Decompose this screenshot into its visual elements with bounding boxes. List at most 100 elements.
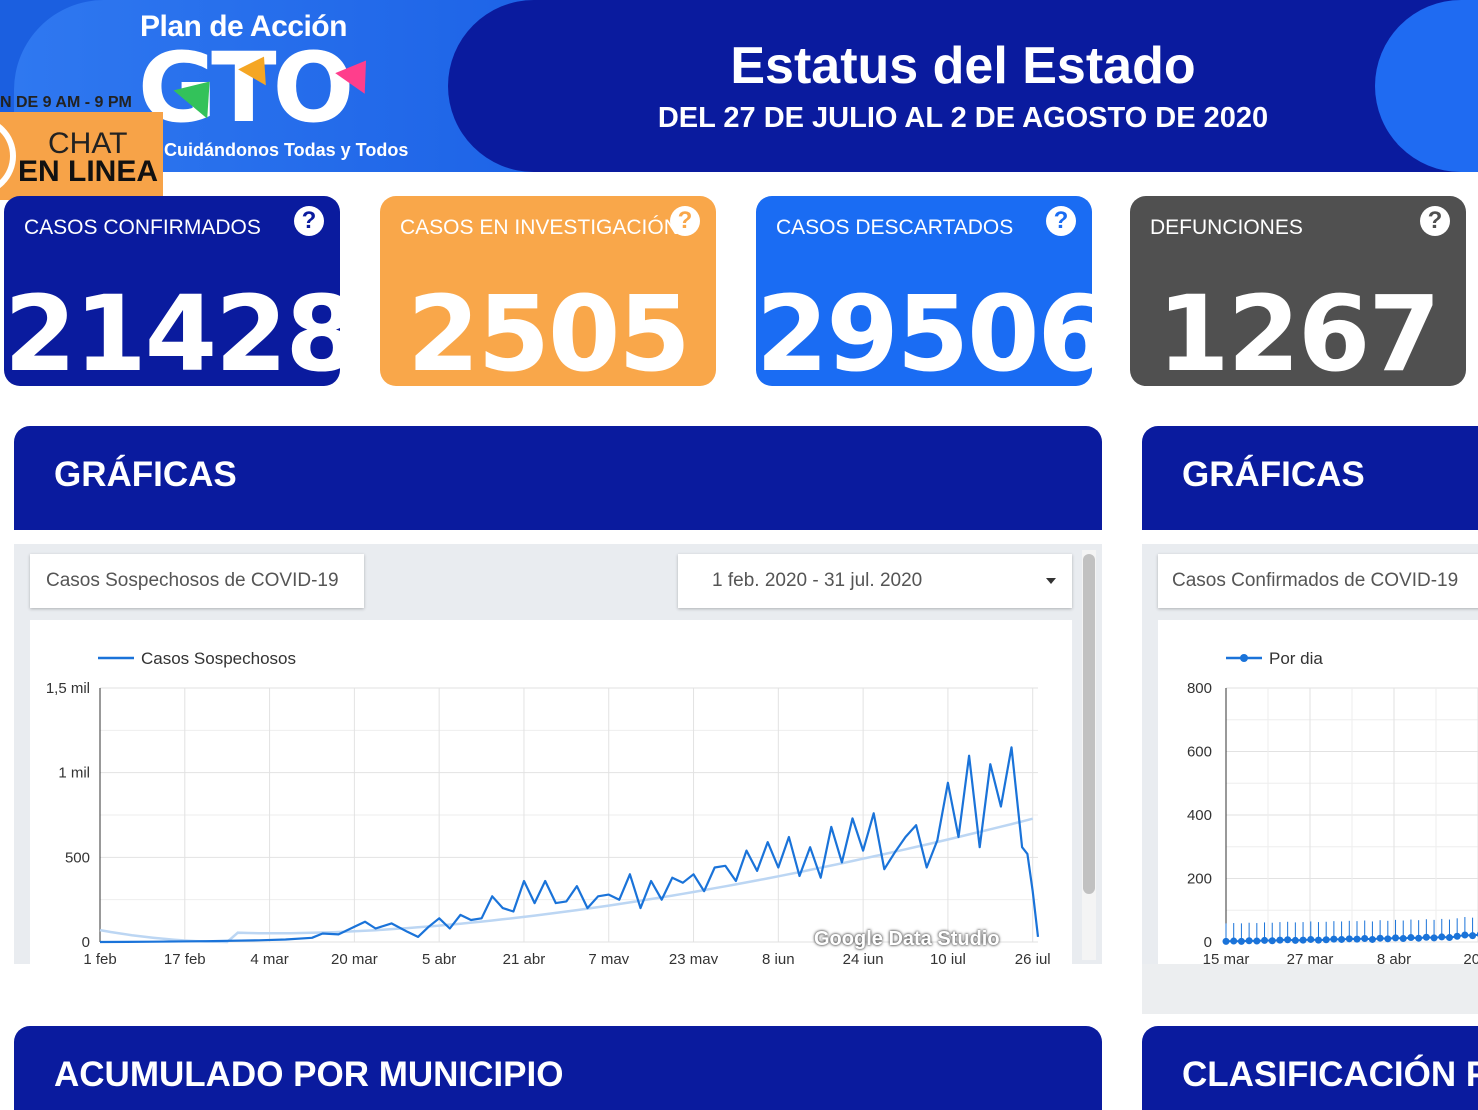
- data-point: [1253, 937, 1261, 945]
- x-tick-label: 8 abr: [1377, 951, 1411, 964]
- x-tick-label: 15 mar: [1203, 951, 1250, 964]
- help-icon[interactable]: ?: [670, 206, 700, 236]
- data-point: [1276, 936, 1284, 944]
- help-icon[interactable]: ?: [1420, 206, 1450, 236]
- y-tick-label: 600: [1187, 744, 1212, 761]
- logo-title: Plan de Acción: [140, 10, 347, 43]
- data-point: [1469, 932, 1477, 940]
- watermark: Google Data Studio: [814, 928, 1000, 950]
- data-point: [1345, 935, 1353, 943]
- data-point: [1368, 935, 1376, 943]
- data-point: [1399, 935, 1407, 943]
- chat-label-online: EN LINEA: [18, 155, 159, 188]
- data-point: [1299, 936, 1307, 944]
- header-banner: Plan de Acción GTO Cuidándonos Todas y T…: [0, 0, 1478, 172]
- y-tick-label: 200: [1187, 871, 1212, 888]
- x-tick-label: 17 feb: [164, 951, 206, 964]
- y-tick-label: 800: [1187, 680, 1212, 697]
- data-point: [1453, 932, 1461, 940]
- x-tick-label: 1 feb: [83, 951, 116, 964]
- data-point: [1322, 936, 1330, 944]
- legend-marker: [1240, 654, 1248, 662]
- y-tick-label: 1,5 mil: [46, 680, 90, 697]
- panel-footer: [1142, 964, 1478, 1014]
- kpi-label: CASOS DESCARTADOS: [776, 216, 1014, 239]
- x-tick-label: 7 may: [588, 951, 629, 964]
- data-point: [1438, 933, 1446, 941]
- y-tick-label: 0: [82, 934, 90, 951]
- legend-label: Casos Sospechosos: [141, 649, 296, 668]
- y-tick-label: 400: [1187, 807, 1212, 824]
- data-point: [1384, 935, 1392, 943]
- data-point: [1314, 936, 1322, 944]
- section-graficas-right: GRÁFICAS: [1142, 426, 1478, 530]
- chat-hours: N DE 9 AM - 9 PM: [0, 94, 132, 111]
- data-point: [1407, 934, 1415, 942]
- x-tick-label: 20 a: [1463, 951, 1478, 964]
- data-point: [1330, 935, 1338, 943]
- x-tick-label: 24 jun: [843, 951, 884, 964]
- help-icon[interactable]: ?: [1046, 206, 1076, 236]
- suspected-cases-chart: Casos Sospechosos 0 500 1 mil 1,5 mil 1 feb 17…: [46, 649, 1051, 964]
- data-point: [1361, 935, 1369, 943]
- kpi-label: DEFUNCIONES: [1150, 216, 1303, 239]
- data-point: [1307, 935, 1315, 943]
- data-point: [1338, 935, 1346, 943]
- kpi-confirmed: CASOS CONFIRMADOS ? 21428: [4, 196, 340, 386]
- metric-selector[interactable]: Casos Sospechosos de COVID-19: [30, 554, 364, 608]
- chart-area: Por dia 0 200 400 600 800 15 mar 27 mar 8 abr 20 …: [1158, 620, 1478, 964]
- data-point: [1376, 934, 1384, 942]
- kpi-value: 21428: [4, 273, 340, 386]
- legend-label: Por dia: [1269, 649, 1323, 668]
- data-point: [1445, 934, 1453, 942]
- date-range-picker[interactable]: 1 feb. 2020 - 31 jul. 2020: [678, 554, 1072, 608]
- kpi-value: 29506: [756, 273, 1092, 386]
- help-icon[interactable]: ?: [294, 206, 324, 236]
- kpi-label: CASOS EN INVESTIGACIÓN: [400, 216, 679, 239]
- trend-line: [99, 817, 1034, 944]
- data-point: [1430, 934, 1438, 942]
- kpi-label: CASOS CONFIRMADOS: [24, 216, 261, 239]
- chat-button[interactable]: [0, 112, 163, 200]
- kpi-discarded: CASOS DESCARTADOS ? 29506: [756, 196, 1092, 386]
- kpi-investigation: CASOS EN INVESTIGACIÓN ? 2505: [380, 196, 716, 386]
- section-clasificacion: CLASIFICACIÓN P: [1142, 1026, 1478, 1110]
- status-title: Estatus del Estado: [730, 37, 1196, 95]
- data-point: [1268, 937, 1276, 945]
- data-point: [1222, 937, 1230, 945]
- data-point: [1261, 936, 1269, 944]
- x-tick-label: 26 jul: [1015, 951, 1051, 964]
- date-range-value: 1 feb. 2020 - 31 jul. 2020: [712, 570, 923, 591]
- data-point: [1422, 933, 1430, 941]
- section-title: GRÁFICAS: [1182, 455, 1365, 494]
- x-tick-label: 21 abr: [503, 951, 546, 964]
- metric-selector[interactable]: Casos Confirmados de COVID-19: [1158, 554, 1478, 608]
- kpi-value: 2505: [407, 273, 690, 386]
- scrollbar-thumb[interactable]: [1083, 554, 1095, 894]
- status-panel: [448, 0, 1478, 172]
- data-point: [1245, 937, 1253, 945]
- x-tick-label: 27 mar: [1287, 951, 1334, 964]
- x-tick-label: 8 jun: [762, 951, 795, 964]
- x-tick-label: 23 may: [669, 951, 719, 964]
- data-point: [1353, 935, 1361, 943]
- data-point: [1291, 936, 1299, 944]
- y-tick-label: 0: [1204, 934, 1212, 951]
- data-point: [1392, 934, 1400, 942]
- y-tick-label: 1 mil: [58, 765, 90, 782]
- kpi-value: 1267: [1157, 273, 1440, 386]
- logo-gto: GTO: [138, 32, 354, 144]
- kpi-deaths: DEFUNCIONES ? 1267: [1130, 196, 1466, 386]
- y-tick-label: 500: [65, 849, 90, 866]
- data-point: [1230, 937, 1238, 945]
- data-point: [1461, 931, 1469, 939]
- section-acumulado: ACUMULADO POR MUNICIPIO: [14, 1026, 1102, 1110]
- section-title: ACUMULADO POR MUNICIPIO: [54, 1055, 564, 1094]
- section-title: CLASIFICACIÓN P: [1182, 1055, 1478, 1094]
- chart-area: Casos Sospechosos 0 500 1 mil 1,5 mil 1 feb 17…: [30, 620, 1072, 964]
- x-tick-label: 10 jul: [930, 951, 966, 964]
- chat-label: CHAT: [48, 127, 128, 160]
- confirmed-cases-chart: Por dia 0 200 400 600 800 15 mar 27 mar 8 abr 20 …: [1187, 649, 1478, 964]
- section-graficas-left: GRÁFICAS: [14, 426, 1102, 530]
